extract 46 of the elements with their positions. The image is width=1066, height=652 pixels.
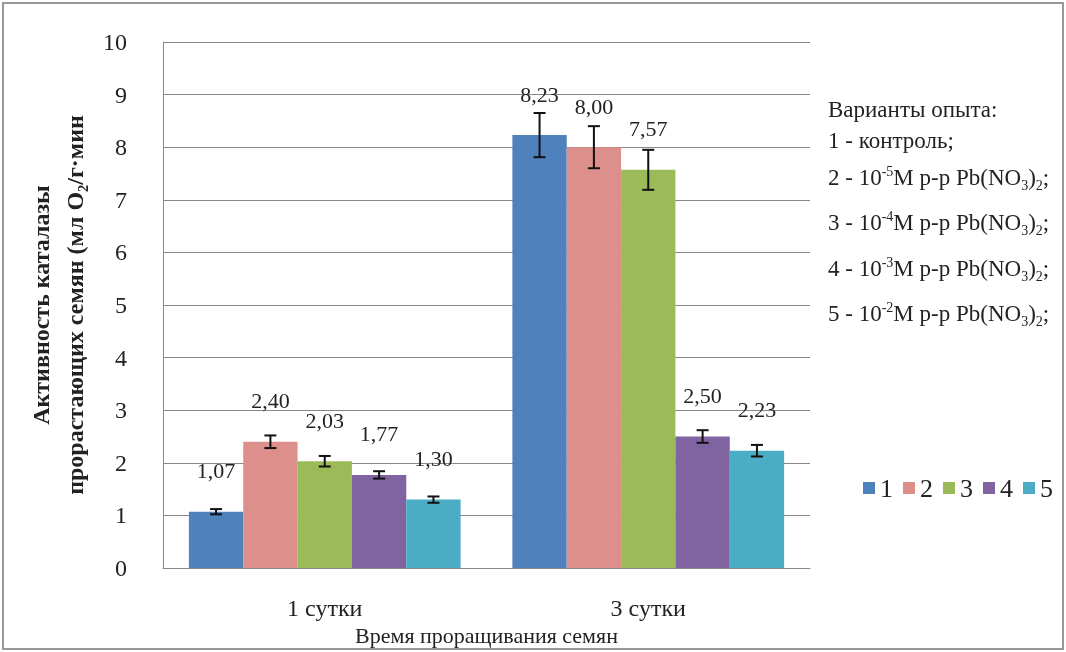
y-tick-label: 5 <box>115 292 127 318</box>
y-tick-label: 1 <box>115 502 127 529</box>
bar <box>729 450 785 568</box>
text: 1 - контроль; <box>828 127 955 155</box>
bar <box>512 135 567 568</box>
bar <box>406 499 461 568</box>
data-label: 2,50 <box>683 383 722 408</box>
text: 2 - 10$^{-5}$M р-р Pb(NO$_{3}$)$_{2}$; <box>828 163 1051 196</box>
text: 5 - 10$^{-2}$M р-р Pb(NO$_{3}$)$_{2}$; <box>828 298 1051 331</box>
legend-label: 5 <box>1040 473 1053 503</box>
legend-label: 2 <box>920 473 933 503</box>
data-label: 2,03 <box>305 407 344 433</box>
y-tick-label: 4 <box>115 344 127 371</box>
legend-label: 1 <box>880 473 893 503</box>
y-tick-label: 6 <box>115 239 127 266</box>
data-label: 1,30 <box>414 446 453 472</box>
y-tick-label: 10 <box>103 29 127 55</box>
data-label: 8,00 <box>574 93 614 119</box>
bar <box>243 441 298 568</box>
bar <box>351 474 407 568</box>
data-label: 2,40 <box>251 388 290 414</box>
bar <box>621 169 676 568</box>
bar <box>297 461 352 568</box>
text: 3 - 10$^{-4}$M р-р Pb(NO$_{3}$)$_{2}$; <box>828 208 1051 241</box>
data-label: 2,23 <box>737 397 777 423</box>
y-tick-label: 3 <box>115 397 127 424</box>
x-tick-label: 3 сутки <box>610 595 687 621</box>
bar <box>188 511 244 568</box>
data-label: 1,07 <box>196 458 236 484</box>
data-label: 7,57 <box>629 116 668 142</box>
x-axis-title: Время проращивания семян <box>355 623 619 649</box>
bar <box>675 436 730 568</box>
y-axis-title: Активность каталазы прорастающих семян (мл O₂/г·мин <box>28 114 89 495</box>
text: Варианты опыта: <box>828 96 999 124</box>
y-tick-label: 2 <box>115 449 127 476</box>
legend-label: 4 <box>1000 473 1013 503</box>
y-tick-label: 9 <box>115 81 127 108</box>
text: 4 - 10$^{-3}$M р-р Pb(NO$_{3}$)$_{2}$; <box>828 253 1051 286</box>
data-label: 8,23 <box>520 81 559 107</box>
y-tick-label: 7 <box>115 186 127 213</box>
x-tick-label: 1 сутки <box>287 595 363 621</box>
legend-label: 3 <box>960 473 973 503</box>
y-tick-label: 0 <box>115 555 127 581</box>
y-tick-label: 8 <box>115 134 127 161</box>
bar <box>566 147 622 568</box>
data-label: 1,77 <box>359 421 399 447</box>
